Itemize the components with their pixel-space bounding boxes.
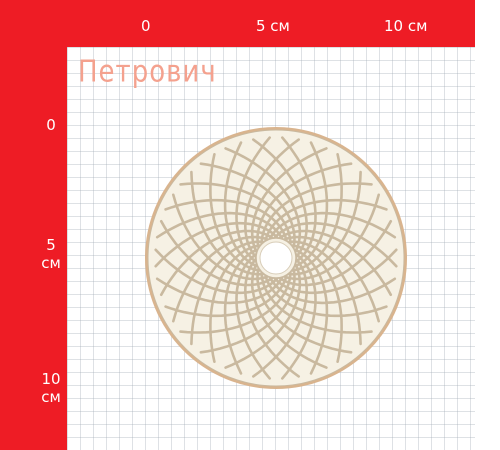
- ruler-top-label-0: 0: [141, 17, 151, 35]
- polishing-disc-graphic: [145, 127, 407, 389]
- ruler-top: [0, 0, 475, 47]
- ruler-top-label-10cm: 10 см: [384, 17, 428, 35]
- disc-channels: [154, 136, 398, 380]
- ruler-left-label-5: 5: [46, 236, 56, 254]
- disc-rim: [147, 129, 405, 387]
- ruler-left: [0, 0, 67, 450]
- ruler-left-label-10-unit: см: [41, 388, 61, 406]
- ruler-left-label-0: 0: [46, 116, 56, 134]
- ruler-left-label-5-unit: см: [41, 254, 61, 272]
- disc-center-hole: [259, 241, 293, 275]
- ruler-top-label-5cm: 5 см: [256, 17, 290, 35]
- ruler-left-label-10: 10: [41, 370, 61, 388]
- brand-logo: Петрович: [78, 55, 217, 90]
- polishing-disc-icon: [143, 125, 409, 391]
